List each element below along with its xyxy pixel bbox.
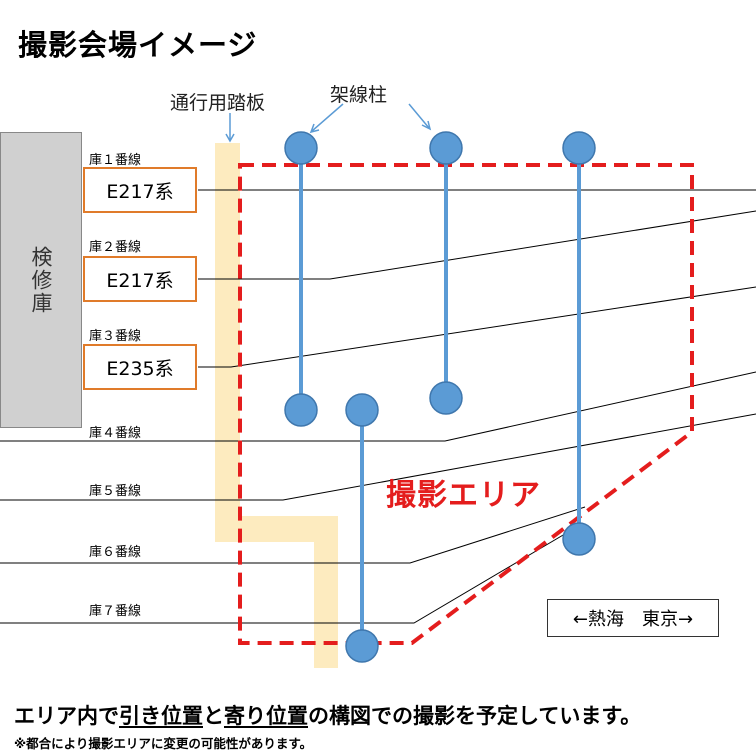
callout-arrows [225,103,432,143]
page-title: 撮影会場イメージ [18,28,258,62]
shed-label: 検修庫 [29,245,53,315]
track-lines [0,189,756,624]
walkway-label: 通行用踏板 [170,92,266,114]
pole-1-bottom [284,393,318,427]
train-track-2: E217系 [83,256,197,302]
track-label-3: 庫３番線 [89,329,142,344]
track-label-6: 庫６番線 [89,545,142,560]
track-line-3 [198,286,756,368]
footer-part1: エリア内で [14,704,119,728]
track-label-2: 庫２番線 [89,240,142,255]
pole-1 [284,131,318,427]
pole-arrowhead-left [309,123,320,134]
track-label-5: 庫５番線 [89,484,142,499]
pole-4-bottom [345,629,379,663]
track-label-7: 庫７番線 [89,604,142,619]
track-label-1: 庫１番線 [89,153,142,168]
train-track-1: E217系 [83,167,197,213]
train-track-3: E235系 [83,344,197,390]
pole-2-top [429,131,463,165]
pole-arrow-right [408,103,430,129]
catenary-poles [284,131,596,663]
footer-note: ※都合により撮影エリアに変更の可能性があります。 [14,736,313,751]
pole-2 [429,131,463,415]
pole-3 [562,131,596,556]
pole-3-top [562,131,596,165]
walkway-arrowhead [225,133,235,143]
track-line-2 [198,210,756,280]
poles-label: 架線柱 [330,84,388,106]
pole-3-bottom [562,522,596,556]
photo-area-label: 撮影エリア [386,478,541,513]
direction-box: ←熱海 東京→ [547,599,719,637]
pole-4 [345,393,379,663]
track-line-4 [0,371,756,442]
maintenance-shed: 検修庫 [0,132,82,428]
footer-pull-position: 引き位置 [119,704,203,728]
track-line-6 [0,506,586,564]
pole-arrow-left [311,103,344,132]
pole-2-bottom [429,381,463,415]
track-line-7 [0,527,576,624]
pole-4-top [345,393,379,427]
pole-arrowhead-right [421,120,432,131]
photo-area-border [238,163,694,645]
footer-near-position: 寄り位置 [224,704,308,728]
track-line-5 [0,413,756,501]
walkway-plank [215,143,338,668]
pole-1-top [284,131,318,165]
footer-and: と [203,704,224,728]
footer-part2: の構図での撮影を予定しています。 [308,704,642,728]
footer-text: エリア内で引き位置と寄り位置の構図での撮影を予定しています。 [14,700,641,730]
track-label-4: 庫４番線 [89,426,142,441]
